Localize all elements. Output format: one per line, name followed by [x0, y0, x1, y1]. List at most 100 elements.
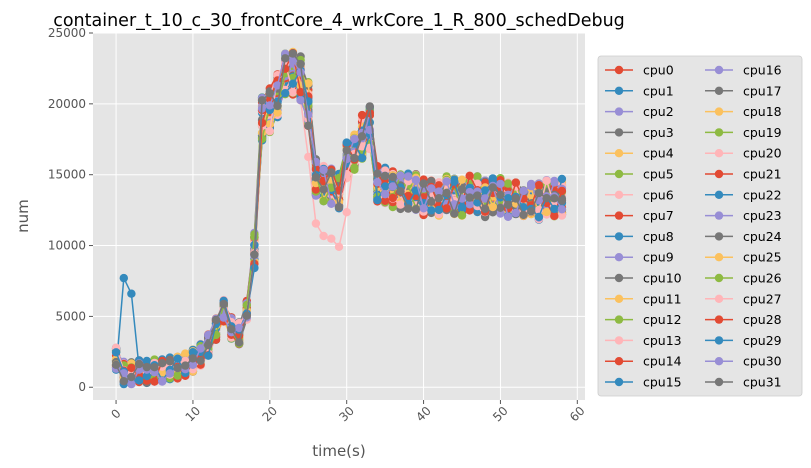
data-point [373, 169, 382, 178]
legend-swatch-marker [614, 211, 624, 220]
data-point [134, 359, 144, 369]
legend-swatch-marker [614, 65, 624, 75]
y-tick-label: 15000 [48, 168, 86, 182]
data-point [465, 200, 474, 209]
data-point [196, 344, 205, 353]
data-point [534, 212, 544, 222]
data-point [442, 204, 451, 213]
data-point [265, 127, 274, 136]
data-point [219, 313, 228, 322]
data-point [158, 376, 167, 386]
data-point [550, 211, 559, 221]
data-point [396, 187, 405, 196]
legend-swatch-marker [714, 315, 724, 324]
legend-item-cpu7: cpu7 [605, 208, 674, 223]
y-tick-label: 10000 [48, 239, 86, 253]
data-point [342, 208, 351, 217]
legend-label: cpu26 [743, 271, 782, 286]
data-point [527, 182, 536, 191]
data-point [150, 363, 159, 372]
data-point [465, 193, 474, 202]
x-tick-label: 60 [567, 404, 588, 425]
legend-item-cpu0: cpu0 [605, 63, 674, 78]
data-point [496, 190, 505, 199]
y-tick-label: 20000 [48, 97, 86, 111]
data-point [119, 377, 128, 386]
legend-swatch-marker [714, 336, 724, 345]
legend-item-cpu14: cpu14 [605, 354, 682, 369]
data-point [419, 179, 428, 188]
data-point [427, 206, 436, 215]
data-point [250, 250, 259, 259]
data-point [296, 68, 305, 77]
x-tick-label: 0 [108, 406, 123, 421]
series-group [111, 47, 567, 389]
data-point [304, 110, 313, 119]
y-tick-label: 25000 [48, 26, 86, 40]
data-point [296, 87, 305, 97]
legend-label: cpu22 [743, 187, 782, 202]
data-point [380, 182, 390, 191]
legend-label: cpu7 [643, 208, 674, 223]
legend-item-cpu31: cpu31 [705, 375, 782, 390]
data-point [211, 315, 221, 325]
legend-item-cpu4: cpu4 [605, 146, 674, 161]
data-point [319, 165, 328, 175]
legend-label: cpu18 [743, 104, 782, 119]
legend-swatch-marker [714, 357, 724, 366]
legend-label: cpu19 [743, 125, 782, 140]
x-tick-label: 10 [183, 404, 204, 425]
data-point [488, 202, 497, 212]
data-point [319, 231, 328, 241]
data-point [288, 79, 298, 88]
data-point [480, 186, 490, 195]
legend-item-cpu29: cpu29 [705, 333, 782, 348]
data-point [457, 185, 467, 194]
data-point [488, 183, 497, 192]
legend-label: cpu13 [643, 333, 682, 348]
legend-label: cpu21 [743, 167, 782, 182]
data-point [411, 175, 421, 185]
data-point [442, 188, 451, 198]
data-point [557, 196, 567, 205]
legend-item-cpu3: cpu3 [605, 125, 674, 140]
legend-item-cpu23: cpu23 [705, 208, 782, 223]
data-point [427, 197, 436, 206]
data-point [480, 194, 490, 203]
legend-label: cpu0 [643, 63, 674, 78]
data-point [342, 146, 351, 155]
data-point [457, 211, 467, 220]
data-point [119, 273, 128, 283]
chart-title: container_t_10_c_30_frontCore_4_wrkCore_… [53, 11, 625, 31]
data-point [311, 173, 321, 182]
data-point [265, 89, 274, 98]
legend-label: cpu17 [743, 83, 782, 98]
data-point [234, 323, 244, 333]
legend-label: cpu11 [643, 291, 682, 306]
y-axis-label: num [14, 199, 32, 233]
data-point [550, 194, 559, 203]
data-point [450, 209, 459, 218]
legend-label: cpu27 [743, 291, 782, 306]
legend-item-cpu26: cpu26 [705, 271, 782, 286]
legend-item-cpu22: cpu22 [705, 187, 782, 202]
data-point [357, 153, 367, 163]
legend-item-cpu27: cpu27 [705, 291, 782, 306]
legend-label: cpu8 [643, 229, 674, 244]
data-point [511, 194, 520, 203]
data-point [257, 96, 267, 105]
legend-swatch-marker [714, 128, 724, 137]
legend-swatch-marker [714, 107, 724, 116]
data-point [327, 168, 336, 177]
legend-box [597, 55, 803, 397]
series-cpu31 [111, 49, 567, 386]
legend-label: cpu1 [643, 83, 674, 98]
legend-item-cpu9: cpu9 [605, 250, 674, 265]
x-tick-label: 40 [413, 404, 434, 425]
data-point [450, 177, 459, 186]
data-point [503, 212, 513, 221]
legend-label: cpu12 [643, 312, 682, 327]
legend-label: cpu15 [643, 375, 682, 390]
legend-swatch-marker [614, 107, 624, 116]
data-point [503, 194, 513, 203]
